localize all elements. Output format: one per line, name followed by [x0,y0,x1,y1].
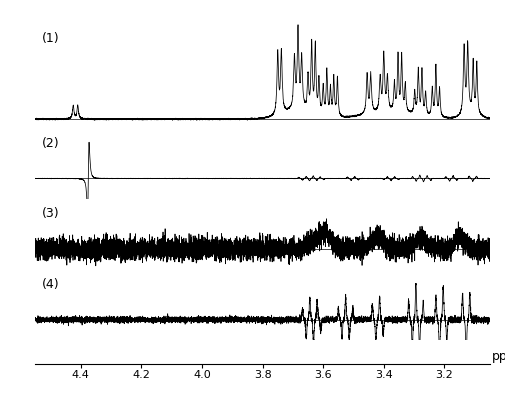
Text: (4): (4) [42,278,60,291]
Text: (1): (1) [42,32,60,45]
Text: ppm: ppm [492,350,505,363]
Text: (2): (2) [42,136,60,149]
Text: (3): (3) [42,207,60,220]
